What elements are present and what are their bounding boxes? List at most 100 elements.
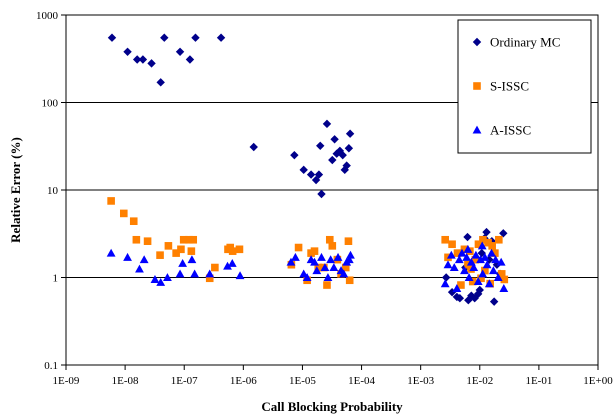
data-point <box>139 255 149 264</box>
data-point <box>454 255 464 264</box>
data-point <box>107 33 117 42</box>
data-point <box>314 263 323 272</box>
data-point <box>156 251 164 259</box>
data-point <box>453 249 462 257</box>
data-point <box>322 119 332 129</box>
data-point <box>216 33 226 42</box>
data-point <box>446 250 456 259</box>
data-point <box>463 232 472 242</box>
data-point <box>147 59 156 68</box>
data-point <box>211 263 219 272</box>
data-point <box>326 255 336 264</box>
data-point <box>344 237 353 245</box>
x-axis-ticks: 1E-09 1E-08 1E-07 1E-06 1E-05 1E-04 1E-03 1E-02… <box>53 365 613 387</box>
data-point <box>302 273 312 282</box>
data-point <box>340 165 349 175</box>
data-point <box>488 266 498 275</box>
data-point <box>495 235 503 244</box>
data-point <box>479 235 487 244</box>
data-point <box>452 284 462 292</box>
data-point <box>191 33 200 42</box>
data-point <box>443 260 453 269</box>
data-point <box>341 263 350 272</box>
data-point <box>463 244 473 253</box>
data-point <box>477 274 485 283</box>
legend-label: S-ISSC <box>490 79 529 94</box>
data-point <box>329 263 339 272</box>
data-point <box>484 279 494 288</box>
data-point <box>344 255 354 264</box>
data-point <box>330 135 339 144</box>
x-tick-label: 1E-06 <box>230 375 257 387</box>
data-point <box>156 78 165 87</box>
y-axis-title: Relative Error (%) <box>8 137 23 243</box>
data-point <box>306 170 316 179</box>
data-point <box>138 55 148 64</box>
data-point <box>449 263 459 272</box>
x-tick-label: 1E-07 <box>171 375 198 387</box>
data-point <box>325 235 334 244</box>
data-point <box>175 47 185 56</box>
y-axis-ticks: 0.1 1 10 100 1000 <box>36 10 66 372</box>
data-point <box>187 255 197 264</box>
data-point <box>172 249 180 257</box>
data-point <box>480 252 490 261</box>
data-point <box>462 252 472 261</box>
data-point <box>317 252 326 261</box>
data-points <box>106 33 509 306</box>
data-point <box>160 33 169 42</box>
data-point <box>177 245 185 254</box>
data-point <box>323 281 331 289</box>
data-point <box>342 161 351 170</box>
data-point <box>135 264 144 273</box>
data-point <box>249 142 258 152</box>
data-point <box>185 235 193 244</box>
data-point <box>190 269 200 278</box>
y-tick-label: 0.1 <box>44 360 58 372</box>
data-point <box>440 279 450 288</box>
data-point <box>488 242 496 250</box>
data-point <box>312 266 322 275</box>
data-point <box>187 247 196 255</box>
data-point <box>156 277 166 286</box>
data-point <box>346 250 355 259</box>
data-point <box>457 281 465 289</box>
data-point <box>189 235 198 244</box>
data-point <box>333 252 343 261</box>
data-point <box>129 217 138 225</box>
data-point <box>499 229 508 238</box>
data-point <box>478 269 488 278</box>
data-point <box>179 235 188 244</box>
data-point <box>475 285 484 295</box>
data-point <box>185 55 195 64</box>
data-point <box>471 250 481 259</box>
data-point <box>497 270 506 278</box>
data-point <box>316 141 325 150</box>
series-a-issc <box>106 241 509 292</box>
legend-label: A-ISSC <box>490 123 531 138</box>
y-tick-label: 10 <box>47 185 59 197</box>
x-axis-title: Call Blocking Probability <box>261 399 403 414</box>
data-point <box>345 129 355 138</box>
data-point <box>491 255 500 264</box>
data-point <box>164 242 173 250</box>
data-point <box>496 257 506 266</box>
x-tick-label: 1E-04 <box>348 375 375 387</box>
data-point <box>299 165 308 175</box>
y-tick-label: 100 <box>42 98 59 110</box>
x-tick-label: 1E-05 <box>289 375 316 387</box>
data-point <box>150 275 160 283</box>
data-point <box>290 150 299 160</box>
data-point <box>441 235 449 244</box>
data-point <box>460 245 469 254</box>
legend-marker <box>472 37 482 47</box>
data-point <box>175 269 185 278</box>
data-point <box>107 197 115 205</box>
data-point <box>487 248 496 257</box>
data-point <box>338 150 347 160</box>
data-point <box>491 249 499 257</box>
data-point <box>294 243 303 252</box>
data-point <box>471 255 480 264</box>
data-point <box>205 274 214 283</box>
